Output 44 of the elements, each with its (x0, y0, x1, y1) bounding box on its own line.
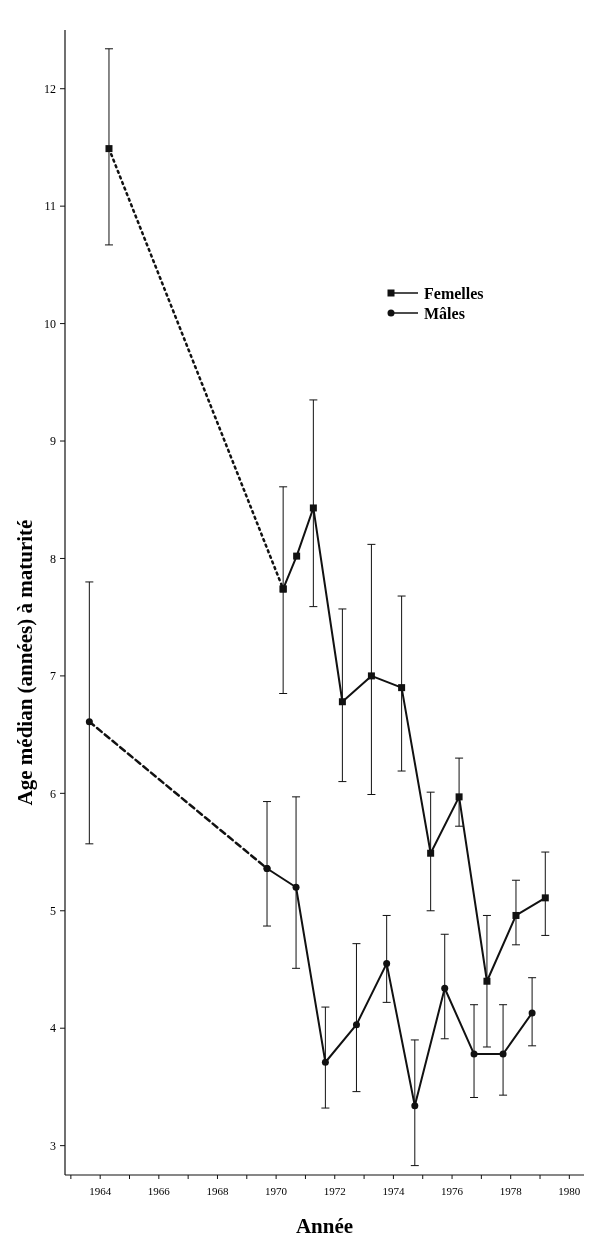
x-tick-label: 1976 (441, 1185, 464, 1197)
point (427, 849, 435, 857)
legend-label: Mâles (424, 304, 465, 322)
point (499, 1050, 507, 1058)
point (411, 1102, 419, 1110)
point (383, 960, 391, 968)
point (398, 684, 406, 692)
x-tick-label: 1974 (382, 1185, 405, 1197)
legend-label: Femelles (424, 284, 484, 302)
y-tick-label: 10 (44, 316, 56, 331)
y-tick-label: 11 (44, 199, 56, 214)
x-tick-label: 1966 (147, 1185, 171, 1197)
point (292, 883, 300, 891)
point (309, 504, 317, 512)
point (528, 1009, 536, 1017)
x-tick-label: 1970 (265, 1185, 288, 1197)
point (470, 1050, 478, 1058)
y-tick-label: 9 (50, 434, 56, 449)
y-tick-label: 12 (44, 81, 56, 96)
point (105, 145, 113, 153)
point (367, 672, 375, 680)
y-tick-label: 4 (50, 1021, 56, 1036)
x-tick-label: 1978 (499, 1185, 523, 1197)
point (338, 698, 346, 706)
x-tick-label: 1972 (323, 1185, 346, 1197)
x-tick-label: 1980 (558, 1185, 581, 1197)
point (85, 718, 93, 726)
y-tick-label: 5 (50, 903, 56, 918)
point (483, 977, 491, 985)
point (541, 894, 549, 902)
x-tick-label: 1964 (89, 1185, 112, 1197)
point (352, 1021, 360, 1029)
x-tick-label: 1968 (206, 1185, 229, 1197)
point (441, 984, 449, 992)
x-axis-title: Année (295, 1214, 354, 1238)
point (293, 552, 301, 560)
y-tick-label: 8 (50, 551, 56, 566)
y-tick-label: 7 (50, 669, 56, 684)
point (512, 911, 520, 919)
point (321, 1058, 329, 1066)
y-axis-title: Age médian (années) à maturité (13, 519, 37, 806)
y-tick-label: 3 (50, 1138, 56, 1153)
point (455, 793, 463, 801)
y-tick-label: 6 (50, 786, 56, 801)
